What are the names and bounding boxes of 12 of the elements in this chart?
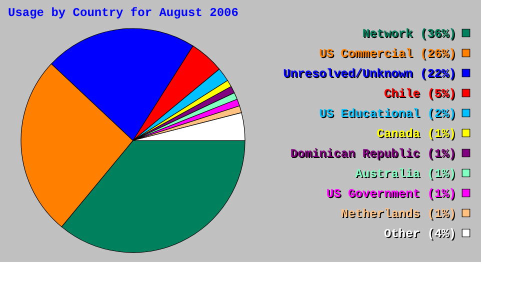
legend-label: Dominican Republic (1%) xyxy=(290,147,456,161)
legend-label: Canada (1%) xyxy=(376,127,456,141)
chart-title: Usage by Country for August 2006 xyxy=(8,6,238,20)
legend-label: Other (4%) xyxy=(384,227,456,241)
legend-label: Chile (5%) xyxy=(384,87,456,101)
legend-label: Australia (1%) xyxy=(355,167,456,181)
legend-label: Network (36%) xyxy=(362,27,456,41)
legend-label: US Government (1%) xyxy=(326,187,456,201)
legend-label: US Educational (2%) xyxy=(319,107,456,121)
legend-label: Unresolved/Unknown (22%) xyxy=(283,67,456,81)
legend-label: US Commercial (26%) xyxy=(319,47,456,61)
legend-label: Netherlands (1%) xyxy=(340,207,456,221)
